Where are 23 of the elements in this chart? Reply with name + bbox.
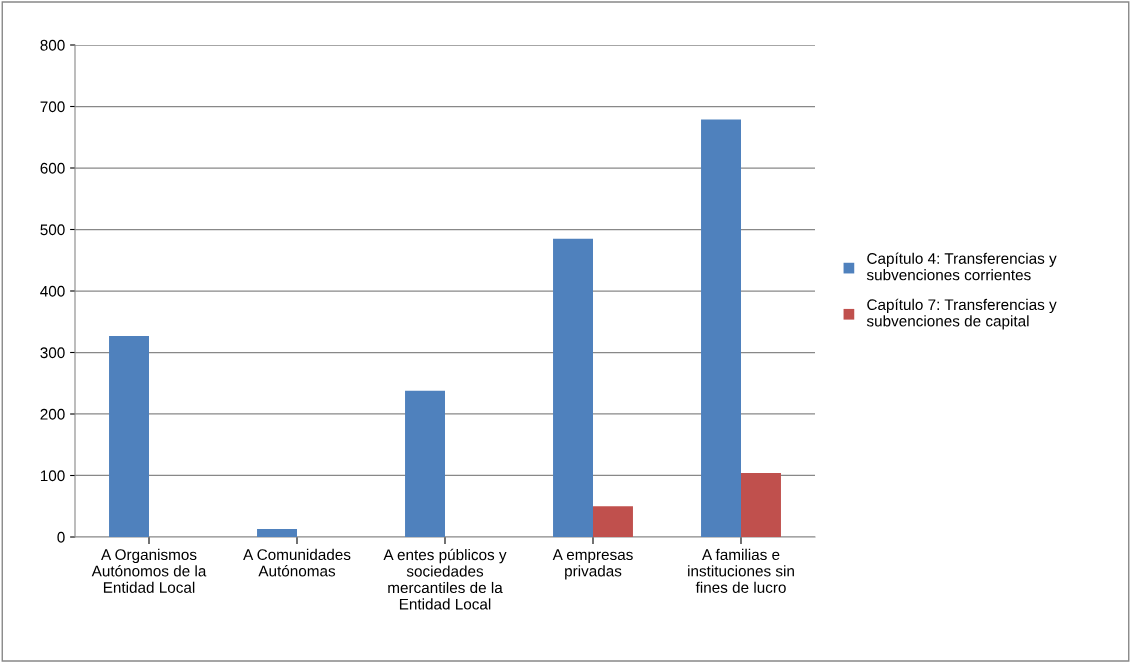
bar [405, 390, 445, 537]
bar [257, 529, 297, 537]
x-tick-label: A Comunidades Autónomas [243, 548, 351, 577]
x-tick-label: A entes públicos y sociedades mercantiles de la Entidad Local [383, 548, 507, 610]
y-tick-label: 500 [40, 224, 65, 236]
y-tick-label: 800 [40, 39, 65, 51]
bar [593, 506, 633, 537]
y-tick-label: 600 [40, 162, 65, 174]
y-tick-label: 100 [40, 470, 65, 482]
legend-label: Capítulo 7: Transferencias y subvenciones de capital [866, 298, 1057, 330]
y-tick-label: 400 [40, 285, 65, 297]
y-tick-label: 700 [40, 101, 65, 113]
y-tick-label: 200 [40, 408, 65, 420]
legend-label: Capítulo 4: Transferencias y subvenciones corrientes [866, 252, 1057, 281]
bar [701, 119, 741, 537]
bar [109, 335, 149, 537]
bar [553, 238, 593, 537]
x-tick-label: A familias e instituciones sin fines de lucro [688, 548, 794, 593]
x-tick-label: A Organismos Autónomos de la Entidad Local [91, 548, 207, 593]
y-tick-label: 300 [40, 347, 65, 359]
x-tick-label: A empresas privadas [552, 549, 633, 580]
y-tick-label: 0 [57, 531, 65, 543]
bar [741, 473, 781, 537]
